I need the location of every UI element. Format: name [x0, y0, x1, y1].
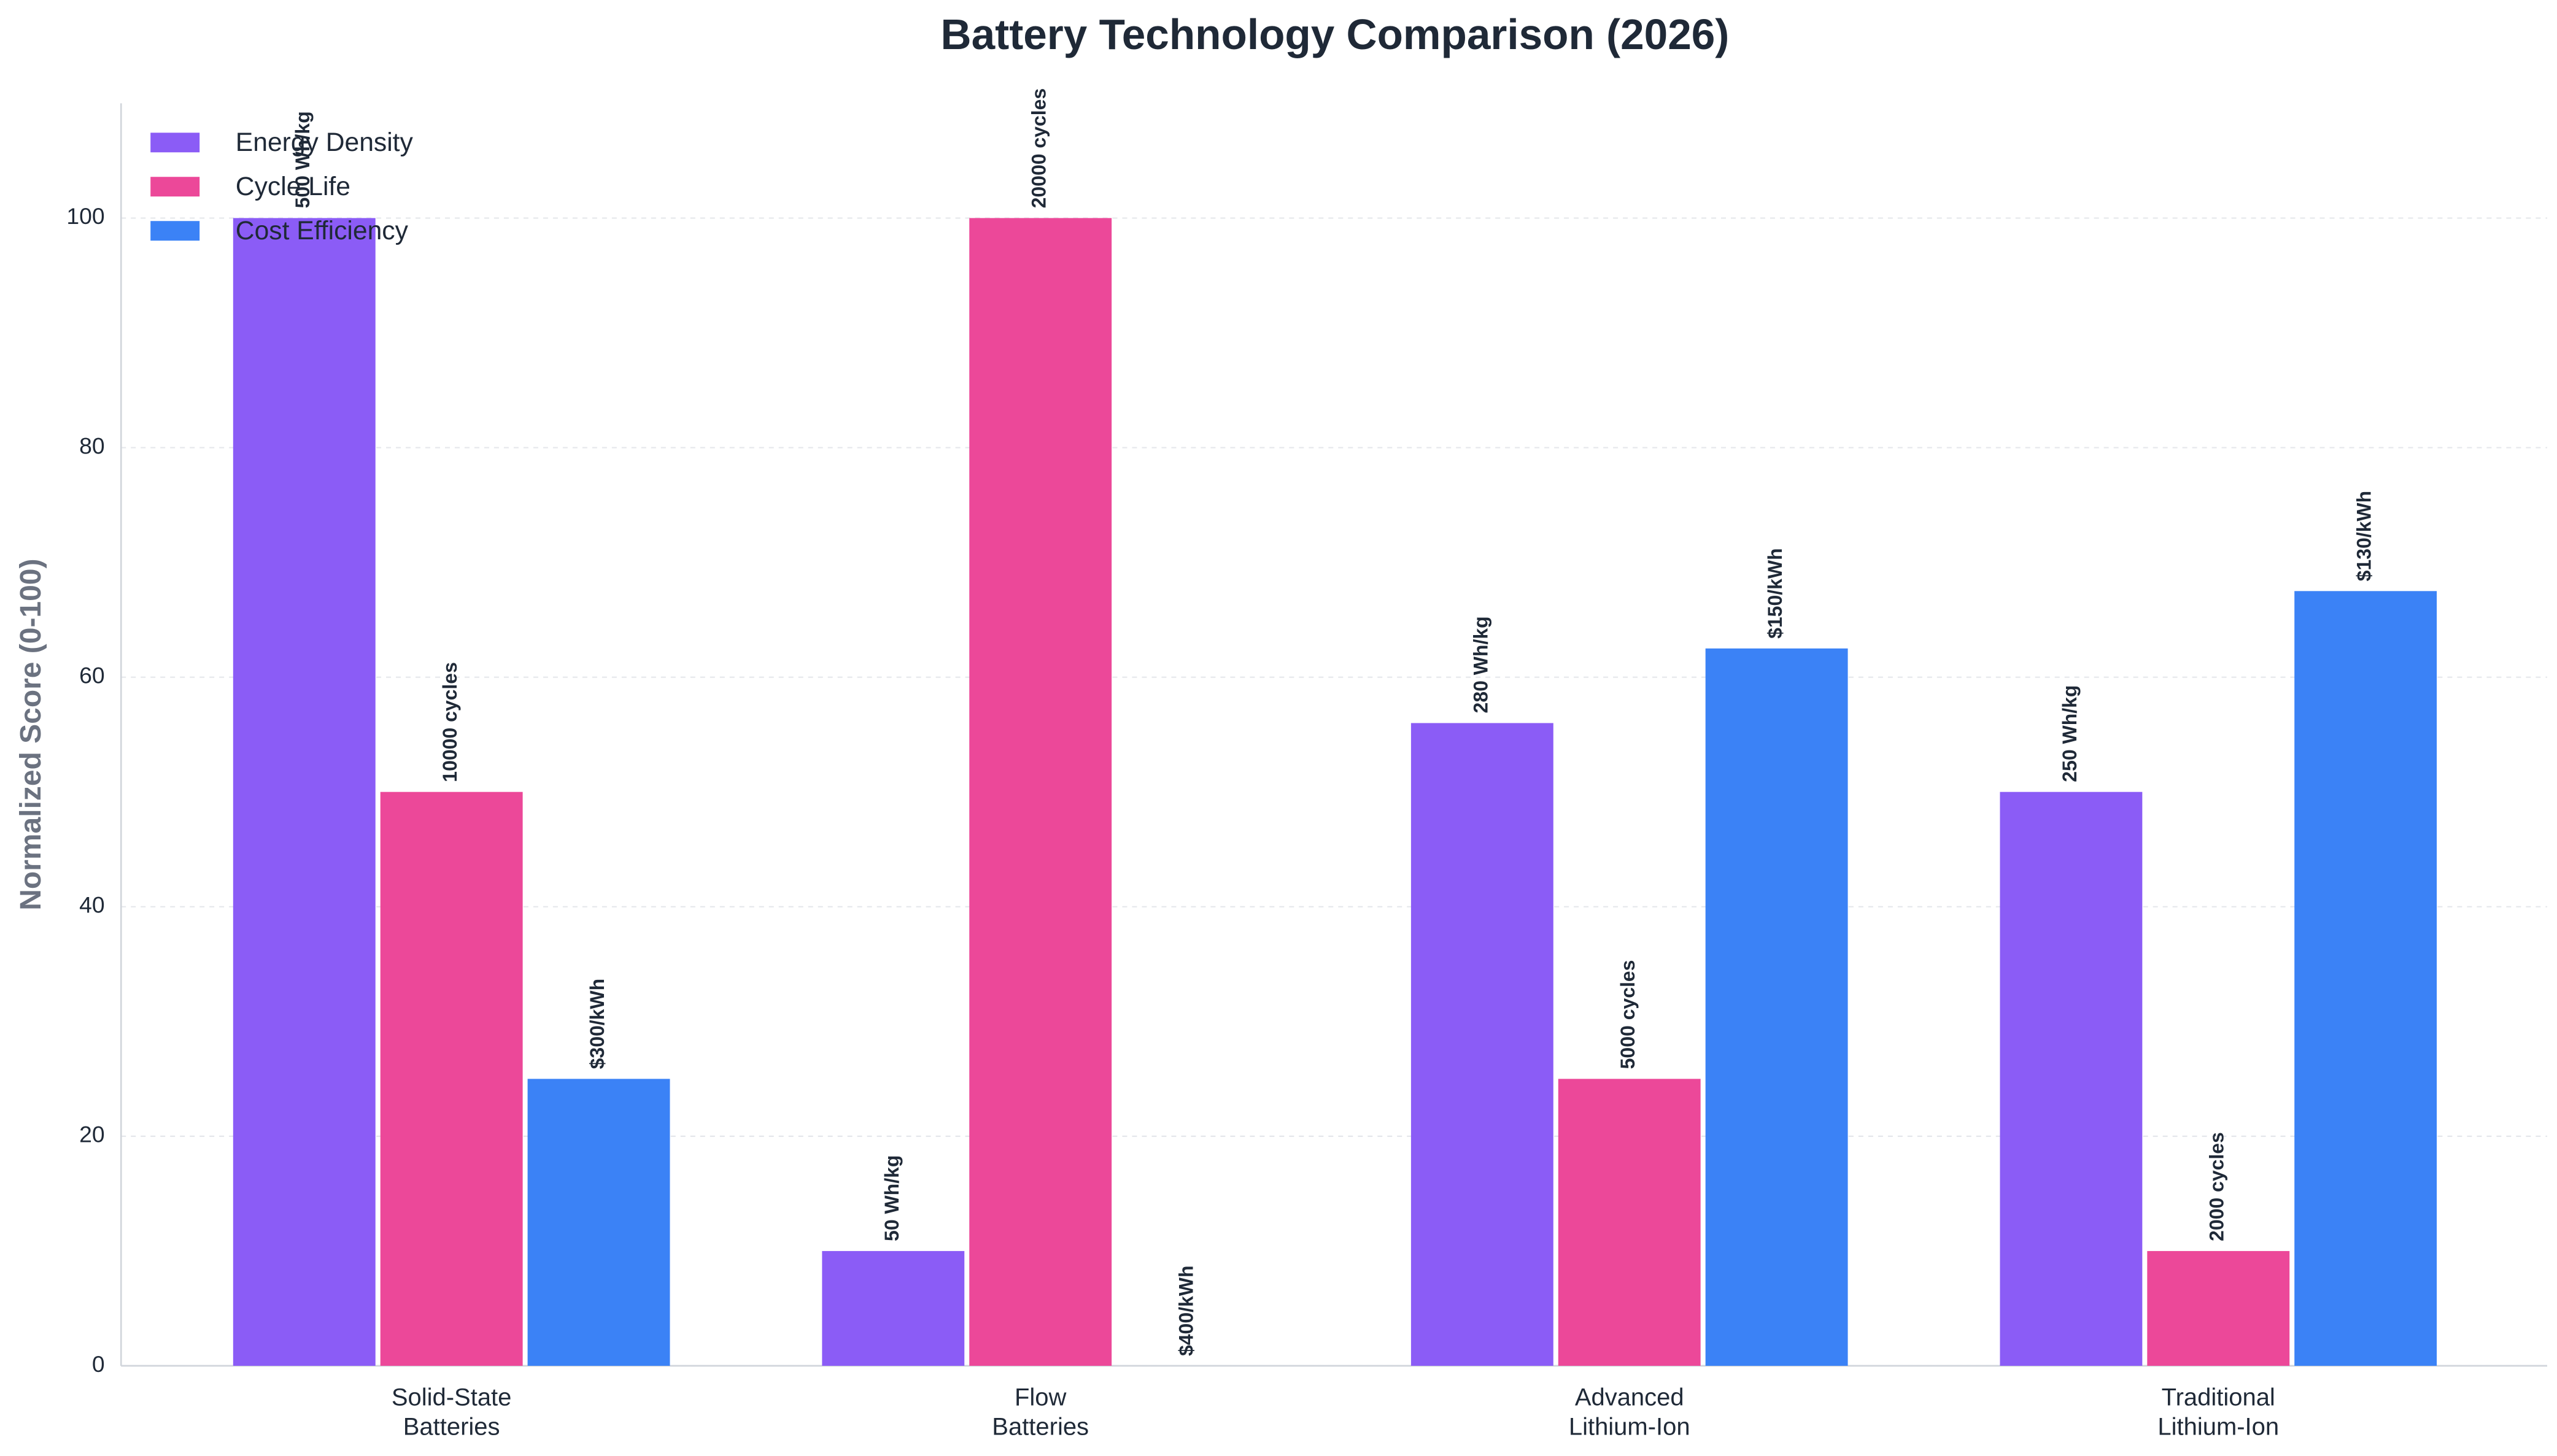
value-label: 50 Wh/kg — [881, 1155, 903, 1241]
y-tick-label: 20 — [79, 1122, 105, 1147]
value-label: 5000 cycles — [1617, 960, 1639, 1069]
y-tick-label: 0 — [92, 1351, 105, 1377]
legend-swatch — [150, 221, 200, 241]
y-axis-label: Normalized Score (0-100) — [15, 559, 47, 911]
x-tick-label-line: Traditional — [2162, 1384, 2275, 1411]
bar — [2147, 1250, 2290, 1366]
value-label: 10000 cycles — [439, 662, 461, 782]
value-label: 20000 cycles — [1028, 88, 1050, 209]
bar — [233, 218, 376, 1366]
x-tick-label: Advanced Lithium-Ion — [1569, 1384, 1690, 1440]
legend-swatch — [150, 133, 200, 153]
bar — [527, 1079, 670, 1366]
x-tick-label: Solid-State Batteries — [392, 1384, 512, 1440]
bar — [1410, 723, 1553, 1366]
legend-label: Energy Density — [236, 128, 414, 157]
value-label: 500 Wh/kg — [292, 111, 314, 208]
y-tick-label: 60 — [79, 662, 105, 688]
value-label: $300/kWh — [586, 979, 608, 1069]
bar — [1705, 648, 1848, 1366]
x-tick-label-line: Flow — [1015, 1384, 1067, 1411]
chart-title: Battery Technology Comparison (2026) — [941, 10, 1730, 58]
value-label: $150/kWh — [1764, 548, 1786, 638]
bar — [2000, 792, 2143, 1366]
value-label: $130/kWh — [2353, 491, 2375, 581]
y-tick-label: 100 — [66, 203, 104, 229]
x-tick-label-line: Batteries — [992, 1413, 1089, 1440]
value-label: $400/kWh — [1175, 1266, 1197, 1356]
value-label: 250 Wh/kg — [2059, 685, 2081, 782]
x-tick-label: Flow Batteries — [992, 1384, 1089, 1440]
legend-swatch — [150, 177, 200, 197]
y-tick-label: 80 — [79, 433, 105, 458]
bar — [822, 1250, 965, 1366]
value-label: 280 Wh/kg — [1469, 616, 1491, 713]
x-tick-label-line: Batteries — [403, 1413, 500, 1440]
bar — [969, 218, 1112, 1366]
legend-label: Cycle Life — [236, 172, 350, 201]
x-tick-label-line: Advanced — [1575, 1384, 1684, 1411]
x-tick-label: Traditional Lithium-Ion — [2157, 1384, 2279, 1440]
x-tick-label-line: Lithium-Ion — [1569, 1413, 1690, 1440]
x-tick-label-line: Lithium-Ion — [2157, 1413, 2279, 1440]
y-tick-label: 40 — [79, 892, 105, 918]
bar — [380, 792, 523, 1366]
bar — [2294, 591, 2437, 1366]
legend-label: Cost Efficiency — [236, 216, 409, 245]
x-tick-label-line: Solid-State — [392, 1384, 512, 1411]
bar — [1558, 1079, 1701, 1366]
value-label: 2000 cycles — [2206, 1132, 2228, 1241]
